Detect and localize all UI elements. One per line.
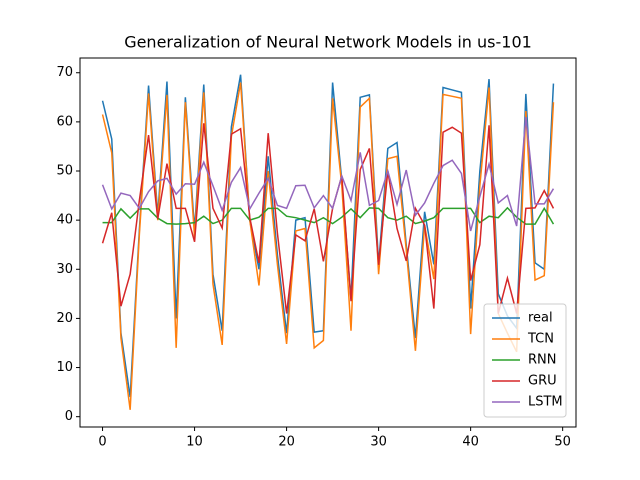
line-series — [101, 116, 555, 232]
legend-label: real — [528, 311, 553, 326]
y-tick-label: 70 — [56, 65, 73, 80]
x-tick-label: 0 — [98, 435, 106, 450]
chart-title: Generalization of Neural Network Models … — [124, 33, 532, 52]
line-series — [101, 123, 555, 314]
x-tick-label: 10 — [186, 435, 203, 450]
y-tick-label: 40 — [56, 213, 73, 228]
x-tick-label: 20 — [278, 435, 295, 450]
legend-label: GRU — [528, 374, 557, 389]
x-tick-label: 40 — [462, 435, 479, 450]
legend-label: RNN — [528, 353, 556, 368]
y-tick-label: 20 — [56, 311, 73, 326]
x-tick-label: 50 — [554, 435, 571, 450]
y-tick-label: 10 — [56, 360, 73, 375]
x-tick-label: 30 — [370, 435, 387, 450]
y-tick-label: 30 — [56, 262, 73, 277]
axes-frame — [79, 57, 577, 428]
y-tick-label: 50 — [56, 164, 73, 179]
legend-label: TCN — [527, 332, 554, 347]
line-series — [102, 206, 555, 225]
y-tick-label: 0 — [65, 409, 73, 424]
line-series — [101, 82, 555, 410]
legend-label: LSTM — [528, 395, 563, 410]
legend-box — [483, 303, 567, 418]
y-tick-label: 60 — [56, 114, 73, 129]
